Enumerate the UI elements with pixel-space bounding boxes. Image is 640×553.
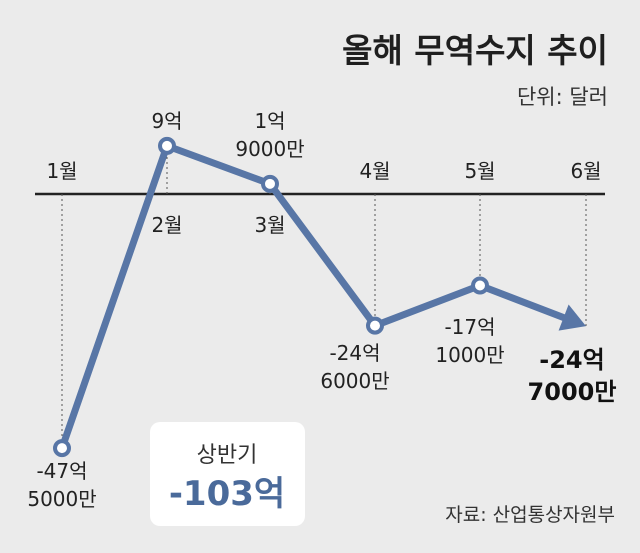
data-point: [261, 174, 279, 193]
month-label: 2월: [151, 213, 182, 237]
data-point: [158, 136, 176, 155]
value-labels: -47억 5000만 9억 1억 9000만 -24억 6000만 -17억 1000만 -24억…: [27, 109, 616, 511]
value-label: -17억: [444, 315, 495, 339]
value-label: 9억: [151, 109, 182, 133]
value-label: -24억: [329, 341, 380, 365]
value-label: 6000만: [320, 369, 389, 393]
value-label: 1억: [254, 109, 285, 133]
value-label: -47억: [36, 459, 87, 483]
month-label: 3월: [254, 213, 285, 237]
summary-box: [150, 422, 305, 526]
value-label: -24억: [539, 346, 604, 374]
series-line: [58, 142, 571, 452]
summary-value: -103억: [169, 474, 285, 514]
data-point: [366, 316, 384, 335]
month-label: 5월: [464, 159, 495, 183]
data-point: [471, 276, 489, 295]
unit-label: 단위: 달러: [517, 85, 608, 109]
summary-label: 상반기: [197, 443, 258, 468]
data-point: [53, 439, 71, 458]
month-label: 1월: [46, 159, 77, 183]
month-label: 6월: [570, 159, 601, 183]
month-labels: 1월 2월 3월 4월 5월 6월: [46, 159, 601, 237]
value-label: 5000만: [27, 487, 96, 511]
value-label: 7000만: [528, 378, 617, 406]
month-label: 4월: [359, 159, 390, 183]
source-label: 자료: 산업통상자원부: [445, 504, 615, 526]
value-label: 1000만: [435, 343, 504, 367]
arrow-head: [558, 304, 586, 331]
data-points: [53, 136, 489, 458]
chart-title: 올해 무역수지 추이: [342, 31, 608, 70]
value-label: 9000만: [235, 137, 304, 161]
